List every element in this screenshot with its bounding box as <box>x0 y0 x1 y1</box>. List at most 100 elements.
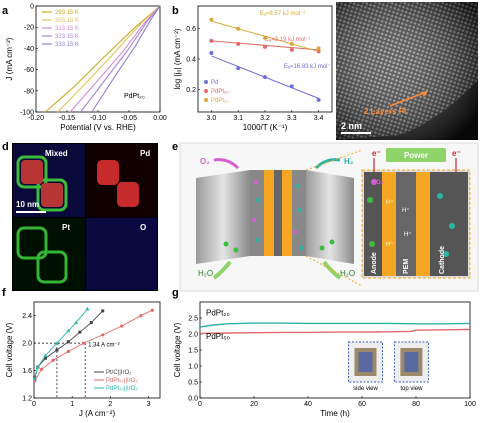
cathode-label: Cathode <box>439 246 446 274</box>
electron-label-2: e⁻ <box>452 149 461 158</box>
chart-a-xtick-label: -0.10 <box>90 115 106 122</box>
chart-b-ytick-label: 0.2 <box>186 87 196 94</box>
chart-b-xtick-label: 3.3 <box>287 115 297 122</box>
zoom-line-top <box>305 149 363 171</box>
cathode-catalyst-layer <box>282 170 292 256</box>
electron-label-1: e⁻ <box>372 149 381 158</box>
chart-f-point <box>40 367 44 371</box>
chart-a-ytick-label: 0 <box>30 4 34 11</box>
chart-f-point <box>85 306 90 311</box>
chart-a: -0.20 -0.15 -0.10 -0.05 0.00 0 -20 -40 -60 -80 -10… <box>5 4 167 133</box>
chart-b: 3.0 3.1 3.2 3.3 3.4 0.2 0.4 0.6 1000/T (K⁻¹) log … <box>173 5 333 132</box>
chart-f-point <box>32 376 37 381</box>
chart-b-xtick-label: 3.4 <box>314 115 324 122</box>
chart-a-xlabel: Potential (V vs. RHE) <box>60 123 136 132</box>
chart-a-legend-label: 293.15 K <box>55 10 79 16</box>
chart-b-ytick-label: 0.6 <box>186 26 196 33</box>
chart-f-legend-label: PdPt₅₀||IrO₂ <box>106 378 138 384</box>
chart-g-series-line <box>199 328 471 335</box>
eds-o: O <box>86 218 157 290</box>
chart-b-point <box>236 41 241 46</box>
chart-f-point <box>66 349 70 353</box>
chart-f-point <box>51 358 55 362</box>
o2-label: O₂ <box>200 157 210 166</box>
chart-g: 0 20 40 60 80 100 0.0 0.5 1.0 1.5 2.0 2.5 Time (h) Ce… <box>173 301 476 418</box>
eds-pt-label: Pt <box>62 223 70 232</box>
catalyst-label-2: Catalyst <box>421 246 428 274</box>
chart-g-ytick-label: 1.5 <box>188 348 198 355</box>
chart-g-xtick-label: 80 <box>412 401 420 408</box>
chart-f-ytick-label: 1.6 <box>22 368 32 375</box>
chart-a-xtick-label: -0.20 <box>28 115 44 122</box>
electrolyzer-diagram: O₂ H₂ H₂O H₂O O₂ H⁺ H⁺ H⁺ H⁺ Anode <box>179 142 479 292</box>
chart-b-point <box>236 66 241 71</box>
chart-b-xtick-label: 3.0 <box>207 115 217 122</box>
chart-b-ytick-label: 0.4 <box>186 57 196 64</box>
eds-o-label: O <box>140 223 146 232</box>
chart-g-xtick-label: 100 <box>464 401 476 408</box>
chart-b-point <box>316 97 321 102</box>
chart-a-ytick-label: -80 <box>24 88 34 95</box>
chart-f-ylabel: Cell voltage (V) <box>5 322 14 377</box>
hrtem-arrowhead <box>421 91 428 97</box>
chart-f-point <box>66 328 71 333</box>
chart-f-point <box>89 321 93 325</box>
chart-f-point <box>43 356 47 360</box>
panel-label-b: b <box>172 5 179 17</box>
chart-b-annotation: Eₐ=8.57 kJ mol⁻¹ <box>260 11 306 17</box>
chart-f-point <box>54 341 59 345</box>
panel-label-g: g <box>172 287 179 299</box>
chart-g-xlabel: Time (h) <box>320 409 350 418</box>
chart-b-point <box>209 17 214 22</box>
zoom-o2-label: O₂ <box>376 180 384 186</box>
chart-b-xlabel: 1000/T (K⁻¹) <box>243 123 288 132</box>
chart-g-ytick-label: 0.0 <box>188 396 198 403</box>
chart-b-point <box>263 75 267 80</box>
chart-a-ytick-label: -100 <box>20 110 34 117</box>
chart-f-xlabel: J (A cm⁻²) <box>79 409 116 418</box>
chart-f-point <box>35 365 40 369</box>
chart-g-ytick-label: 1.0 <box>188 364 198 371</box>
water-in-right-arrow <box>322 260 342 280</box>
chart-f-point <box>74 320 78 325</box>
chart-a-ytick-label: -40 <box>24 46 34 53</box>
chart-a-ylabel: J (mA cm⁻²) <box>5 37 14 80</box>
chart-a-series-line <box>57 5 161 113</box>
hrtem-annotation: 2 Layers Pt <box>364 107 407 116</box>
eds-scalebar-label: 10 nm <box>16 200 39 209</box>
chart-b-point <box>236 26 241 31</box>
pem-label: PEM <box>403 259 410 274</box>
chart-f-ytick-label: 2.0 <box>22 341 32 348</box>
chart-f-point <box>78 330 82 334</box>
zoom-line-bottom <box>305 255 363 287</box>
chart-b-annotation: Eₐ=16.83 kJ mol⁻¹ <box>284 64 333 70</box>
hplus-label-2: H⁺ <box>402 207 410 214</box>
chart-g-inset-device-core <box>404 352 419 372</box>
cathode-plate <box>306 170 354 264</box>
eds-pt: Pt <box>13 218 85 290</box>
chart-b-legend-marker <box>204 80 208 84</box>
chart-g-ytick-label: 2.0 <box>188 332 198 339</box>
chart-f-point <box>101 333 105 337</box>
chart-b-xtick-label: 3.2 <box>260 115 270 122</box>
panel-label-f: f <box>2 287 6 299</box>
pem-layer <box>274 170 282 256</box>
h2o-left-label: H₂O <box>198 269 213 278</box>
chart-g-ytick-label: 2.5 <box>188 316 198 323</box>
chart-g-xtick-label: 40 <box>304 401 312 408</box>
catalyst-label-1: Catalyst <box>387 246 394 274</box>
anode-catalyst-layer <box>264 170 274 256</box>
chart-f-ytick-label: 1.2 <box>22 396 32 403</box>
chart-g-ytick-label: 0.5 <box>188 380 198 387</box>
h2-label: H₂ <box>344 157 354 166</box>
eds-pd: Pd <box>86 144 157 217</box>
chart-b-point <box>263 44 267 49</box>
chart-b-point <box>289 41 294 46</box>
hrtem-image: 2 Layers Pt 2 nm <box>336 2 478 140</box>
chart-g-series-label: PdPt₅₀ <box>206 332 230 341</box>
eds-maps: Mixed 10 nm Pd Pt O <box>12 143 158 291</box>
chart-b-point <box>209 50 214 55</box>
o2-arrow <box>213 158 240 170</box>
chart-b-legend-label: PdPt₅₀ <box>211 89 229 95</box>
chart-a-annotation: PdPt₂₀ <box>124 93 145 100</box>
